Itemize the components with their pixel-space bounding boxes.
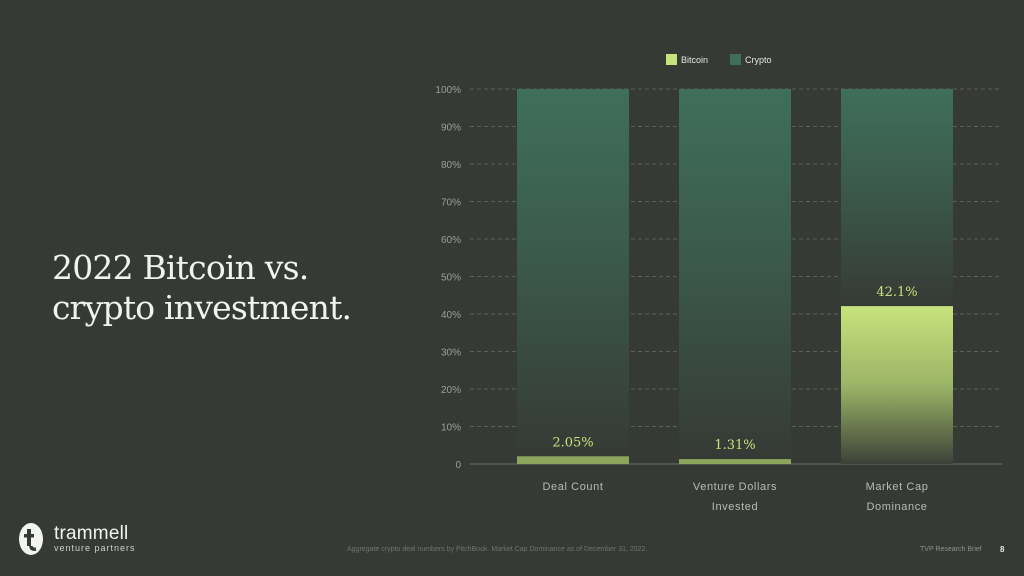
y-tick-label: 80% <box>441 160 461 171</box>
title-line-1: 2022 Bitcoin vs. <box>52 248 309 287</box>
x-category-label: Market Cap <box>866 481 929 493</box>
logo-tagline: venture partners <box>54 543 136 553</box>
y-tick-label: 30% <box>441 348 461 359</box>
y-tick-label: 100% <box>435 85 461 96</box>
y-tick-label: 70% <box>441 198 461 209</box>
y-tick-label: 10% <box>441 423 461 434</box>
legend-swatch-bitcoin <box>666 54 677 65</box>
data-label: 42.1% <box>876 285 917 300</box>
page-number: 8 <box>1000 545 1005 554</box>
x-category-label: Venture Dollars <box>693 481 777 493</box>
x-category-label: Invested <box>712 501 758 513</box>
footer-label: TVP Research Brief <box>920 546 982 553</box>
bar-crypto <box>517 89 629 457</box>
source-footnote: Aggregate crypto deal numbers by PitchBo… <box>347 546 648 553</box>
legend-swatch-crypto <box>730 54 742 65</box>
x-category-label: Dominance <box>866 501 927 513</box>
bar-bitcoin <box>517 456 629 464</box>
logo: trammell venture partners <box>18 522 136 556</box>
chart-legend: Bitcoin Crypto <box>666 54 788 65</box>
y-tick-label: 40% <box>441 310 461 321</box>
legend-item-bitcoin: Bitcoin <box>666 54 708 65</box>
data-label: 1.31% <box>714 438 755 453</box>
legend-item-crypto: Crypto <box>730 54 772 65</box>
y-tick-label: 50% <box>441 273 461 284</box>
slide-title: 2022 Bitcoin vs. crypto investment. <box>52 248 412 328</box>
legend-label-bitcoin: Bitcoin <box>681 54 709 65</box>
trammell-logo-icon <box>19 523 43 555</box>
logo-name: trammell <box>54 523 129 544</box>
bar-crypto <box>841 89 953 307</box>
bar-bitcoin <box>679 459 791 464</box>
x-category-label: Deal Count <box>542 481 603 493</box>
y-tick-label: 90% <box>441 123 461 134</box>
bar-bitcoin <box>841 306 953 464</box>
y-tick-label: 0 <box>455 460 461 471</box>
y-tick-label: 20% <box>441 385 461 396</box>
legend-label-crypto: Crypto <box>745 54 772 65</box>
title-line-2: crypto investment. <box>52 288 352 327</box>
y-tick-label: 60% <box>441 235 461 246</box>
bar-crypto <box>679 89 791 460</box>
data-label: 2.05% <box>552 435 593 450</box>
